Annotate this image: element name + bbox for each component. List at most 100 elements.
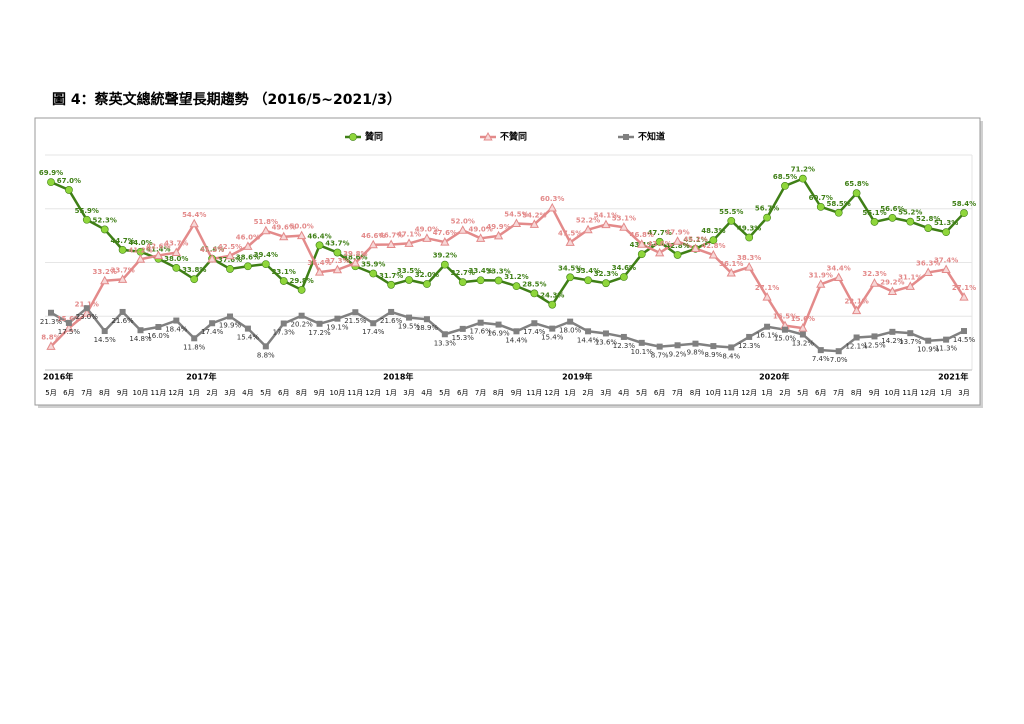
data-point [172,263,181,272]
data-label: 48.3% [701,227,725,235]
data-label: 39.2% [433,252,457,260]
x-tick-label: 9月 [314,389,325,397]
data-label: 21.1% [75,300,99,308]
data-point [440,260,449,269]
data-point [798,323,808,332]
data-label: 18.4% [165,326,188,334]
data-label: 47.6% [433,229,457,237]
year-label: 2021年 [938,372,968,382]
data-label: 55.2% [898,209,922,217]
data-point [262,343,269,350]
data-label: 11.3% [935,345,958,353]
data-point [316,320,323,327]
legend-label: 贊同 [365,131,383,143]
data-point [941,264,951,273]
data-label: 52.8% [916,215,940,223]
data-point [298,312,305,319]
data-label: 69.9% [39,169,63,177]
data-label: 12.3% [738,342,761,350]
x-tick-label: 5月 [45,389,56,397]
data-label: 45.2% [683,236,707,244]
data-point [816,279,826,288]
data-label: 54.4% [182,211,206,219]
x-tick-label: 6月 [815,389,826,397]
data-label: 49.3% [737,225,761,233]
data-label: 47.5% [558,229,582,237]
data-point [82,215,91,224]
data-label: 9.2% [669,350,687,358]
data-label: 52.0% [451,217,475,225]
data-point [744,262,754,271]
data-point [799,331,806,338]
x-tick-label: 4月 [618,389,629,397]
data-label: 38.6% [236,253,260,261]
data-point [727,216,736,225]
data-label: 15.6% [791,315,815,323]
series-line [50,306,965,353]
data-point [762,292,772,301]
data-label: 38.6% [343,253,367,261]
data-point [173,317,180,324]
data-point [137,327,144,334]
data-label: 17.5% [58,328,81,336]
data-point [225,250,235,260]
data-label: 16.9% [487,330,510,338]
data-point [834,208,843,217]
data-label: 51.8% [254,218,278,226]
data-point [960,209,968,217]
data-point [297,286,306,294]
data-label: 28.5% [522,280,546,288]
data-point [261,225,271,235]
data-label: 31.2% [504,273,528,281]
data-point [494,276,503,285]
x-tick-label: 3月 [958,389,969,397]
data-label: 41.3% [200,246,224,254]
data-label: 12.1% [845,342,868,350]
data-label: 9.8% [687,349,705,357]
data-label: 16.1% [756,332,779,340]
data-label: 16.0% [147,332,170,340]
data-label: 33.1% [272,268,296,276]
data-point [100,275,110,285]
data-point [656,343,663,350]
data-point [47,178,55,187]
data-point [352,309,359,316]
data-point [708,249,719,259]
year-label: 2017年 [186,372,216,382]
data-label: 7.0% [830,356,848,364]
x-tick-label: 10月 [133,389,149,397]
data-label: 42.5% [218,243,242,251]
data-point [117,274,128,283]
x-tick-label: 10月 [705,389,721,397]
data-label: 42.8% [665,242,689,250]
data-point [315,241,324,250]
data-label: 55.1% [862,209,886,217]
data-label: 19.5% [398,323,421,331]
data-point [835,348,842,355]
data-point [584,276,592,285]
data-point [585,328,592,335]
year-label: 2020年 [759,372,789,382]
x-tick-label: 4月 [242,389,253,397]
data-label: 49.9% [486,223,510,231]
x-tick-label: 1月 [385,389,396,397]
x-tick-label: 5月 [636,389,647,397]
data-label: 39.4% [254,251,278,259]
data-point [82,308,92,317]
data-point [690,243,701,253]
x-tick-label: 11月 [526,389,542,397]
data-point [226,265,234,273]
data-point [350,257,360,267]
x-tick-label: 5月 [797,389,808,397]
data-label: 17.4% [201,328,224,336]
data-label: 49.0% [468,225,492,233]
x-tick-label: 1月 [761,389,772,397]
data-label: 51.3% [934,219,958,227]
data-label: 15.0% [774,335,797,343]
data-label: 53.1% [612,214,636,222]
x-tick-label: 2月 [779,389,790,397]
data-point [567,318,574,325]
x-tick-label: 6月 [457,389,468,397]
data-point [889,328,896,335]
data-point [191,335,198,342]
